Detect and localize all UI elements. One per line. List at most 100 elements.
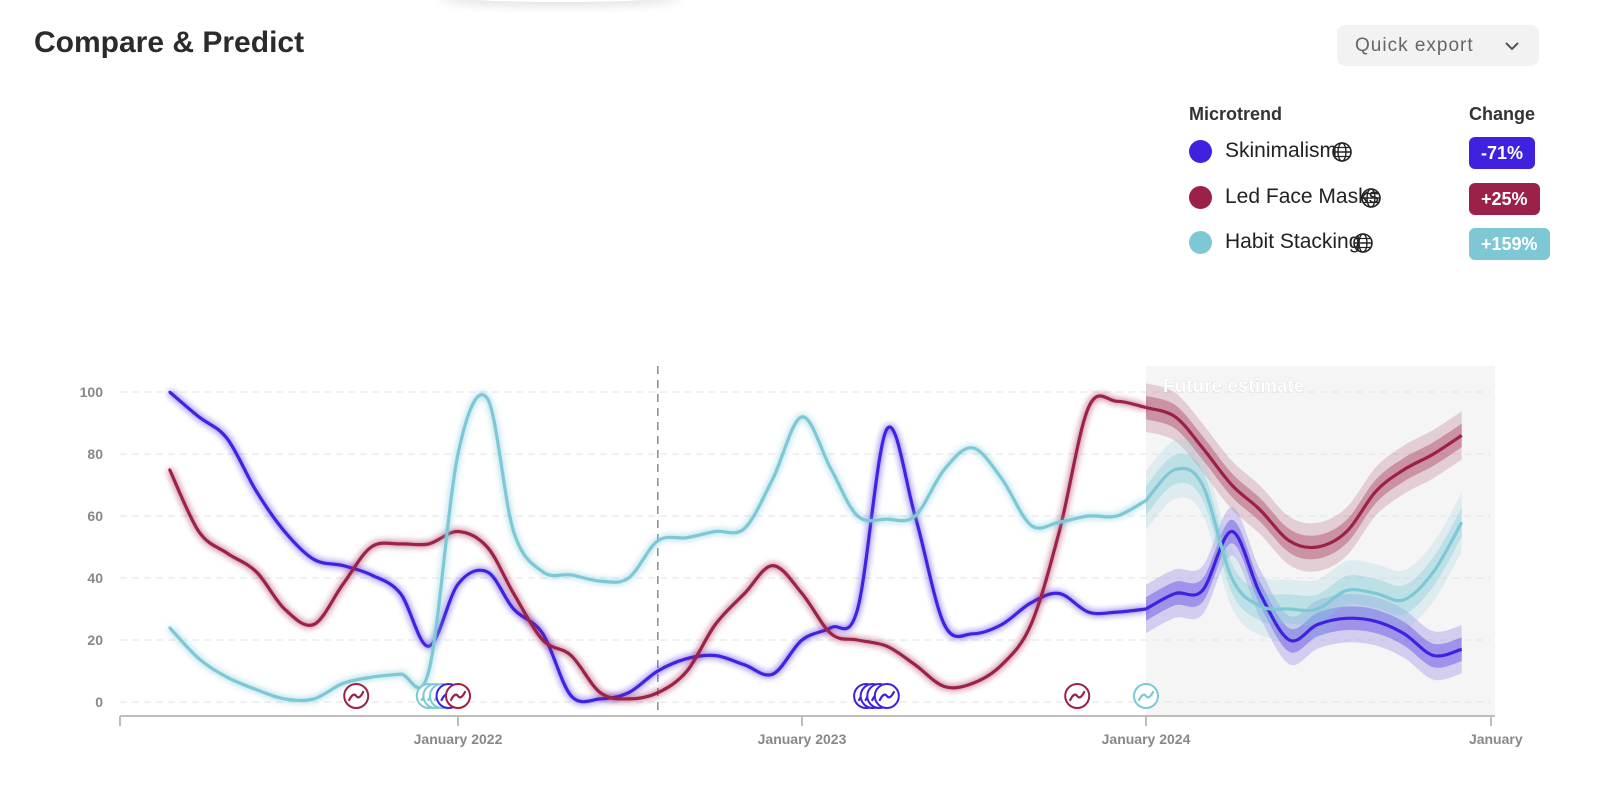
- future-estimate-label: Future estimate: [1163, 376, 1304, 397]
- data-point-skinimalism: [370, 573, 373, 577]
- event-marker[interactable]: [1133, 683, 1159, 709]
- x-tick-label: January 2022: [414, 731, 503, 747]
- trend-chart[interactable]: 0 20 40 60 80 100 Future estimate January 2022 J…: [0, 360, 1600, 788]
- data-point-habit-stacking: [341, 682, 345, 685]
- data-point-skinimalism: [541, 632, 545, 635]
- data-point-skinimalism: [885, 428, 889, 431]
- data-point-skinimalism: [255, 490, 258, 493]
- data-point-habit-stacking: [486, 397, 489, 400]
- data-point-led-face-masks: [743, 592, 746, 595]
- data-point-led-face-masks: [486, 545, 489, 549]
- data-point-skinimalism: [743, 663, 746, 666]
- legend-item-label: Skinimalism: [1225, 139, 1338, 162]
- data-point-led-face-masks: [685, 669, 689, 673]
- legend-item-skinimalism[interactable]: Skinimalism -71%: [1189, 137, 1559, 169]
- data-point-skinimalism: [1029, 601, 1033, 604]
- event-marker[interactable]: [1064, 683, 1091, 709]
- data-point-habit-stacking: [771, 477, 774, 480]
- data-point-led-face-masks: [197, 530, 201, 533]
- data-point-habit-stacking: [685, 536, 689, 539]
- event-marker[interactable]: [343, 683, 370, 709]
- data-point-skinimalism: [456, 583, 460, 586]
- data-point-habit-stacking: [627, 576, 630, 580]
- data-point-habit-stacking: [599, 579, 602, 583]
- data-point-skinimalism: [771, 672, 774, 676]
- future-estimate-region: [1146, 366, 1495, 716]
- chevron-down-icon: [1505, 42, 1519, 51]
- data-point-habit-stacking: [913, 514, 917, 518]
- x-tick-label: January 2024: [1102, 731, 1191, 747]
- top-shadow: [440, 0, 680, 2]
- forecast-band-outer: [1146, 507, 1462, 681]
- data-point-skinimalism: [486, 570, 489, 573]
- series-color-dot: [1189, 140, 1212, 163]
- globe-icon[interactable]: [1331, 141, 1353, 163]
- data-point-skinimalism: [800, 638, 804, 642]
- data-point-habit-stacking: [1115, 514, 1118, 518]
- data-point-habit-stacking: [971, 446, 974, 449]
- data-point-skinimalism: [1115, 610, 1118, 614]
- data-point-skinimalism: [943, 623, 946, 626]
- event-marker[interactable]: [445, 683, 471, 709]
- quick-export-button[interactable]: Quick export: [1337, 25, 1539, 66]
- data-point-led-face-masks: [1058, 530, 1061, 533]
- data-point-habit-stacking: [943, 468, 946, 471]
- change-badge: +25%: [1469, 183, 1540, 215]
- data-point-led-face-masks: [1029, 623, 1033, 626]
- forecast-line-skinimalism: [1145, 529, 1463, 658]
- data-point-habit-stacking: [1058, 521, 1061, 524]
- data-point-led-face-masks: [856, 638, 859, 642]
- data-point-habit-stacking: [512, 530, 515, 533]
- legend-item-habit-stacking[interactable]: Habit Stacking +159%: [1189, 228, 1559, 260]
- data-point-habit-stacking: [427, 669, 430, 673]
- data-point-led-face-masks: [943, 685, 946, 688]
- trend-up-icon: [449, 690, 467, 702]
- data-point-skinimalism: [627, 691, 630, 694]
- data-point-skinimalism: [341, 564, 345, 567]
- forecast-band-outer: [1146, 383, 1462, 572]
- quick-export-label: Quick export: [1355, 34, 1474, 56]
- data-point-led-face-masks: [1000, 663, 1004, 666]
- event-marker[interactable]: [873, 683, 900, 709]
- data-point-led-face-masks: [599, 691, 602, 694]
- data-point-led-face-masks: [800, 592, 804, 595]
- forecast-line-led-face-masks: [1145, 405, 1463, 550]
- data-point-led-face-masks: [456, 530, 460, 533]
- data-point-habit-stacking: [197, 657, 201, 660]
- data-point-skinimalism: [599, 697, 602, 701]
- forecast-band-skinimalism: [1146, 507, 1462, 681]
- data-point-led-face-masks: [399, 542, 402, 546]
- legend-item-label: Led Face Masks: [1225, 185, 1380, 208]
- data-point-habit-stacking: [168, 626, 171, 629]
- data-point-skinimalism: [856, 607, 859, 611]
- data-point-led-face-masks: [225, 552, 229, 555]
- data-point-skinimalism: [1144, 607, 1148, 611]
- data-point-skinimalism: [225, 437, 229, 440]
- data-point-led-face-masks: [885, 645, 889, 648]
- data-point-skinimalism: [1087, 610, 1090, 614]
- forecast-band-inner: [1146, 453, 1462, 626]
- data-point-habit-stacking: [283, 697, 286, 701]
- globe-icon[interactable]: [1352, 232, 1374, 254]
- data-point-led-face-masks: [255, 570, 258, 573]
- data-point-led-face-masks: [1087, 406, 1090, 409]
- data-point-led-face-masks: [627, 697, 630, 701]
- legend-item-led-face-masks[interactable]: Led Face Masks +25%: [1189, 183, 1559, 215]
- data-point-habit-stacking: [1087, 514, 1090, 518]
- data-point-skinimalism: [427, 645, 430, 648]
- data-point-led-face-masks: [283, 607, 286, 611]
- data-point-skinimalism: [197, 415, 201, 418]
- globe-icon[interactable]: [1360, 187, 1382, 209]
- data-point-habit-stacking: [312, 697, 316, 701]
- forecast-line-habit-stacking: [1144, 466, 1464, 613]
- data-point-skinimalism: [283, 530, 286, 533]
- data-point-habit-stacking: [255, 688, 258, 691]
- data-point-habit-stacking: [656, 539, 660, 542]
- data-point-skinimalism: [830, 626, 833, 629]
- forecast-band-outer: [1146, 438, 1462, 640]
- data-point-led-face-masks: [913, 663, 917, 666]
- data-point-habit-stacking: [399, 672, 402, 676]
- data-point-habit-stacking: [569, 573, 573, 577]
- data-point-led-face-masks: [971, 682, 974, 685]
- data-point-habit-stacking: [456, 452, 460, 456]
